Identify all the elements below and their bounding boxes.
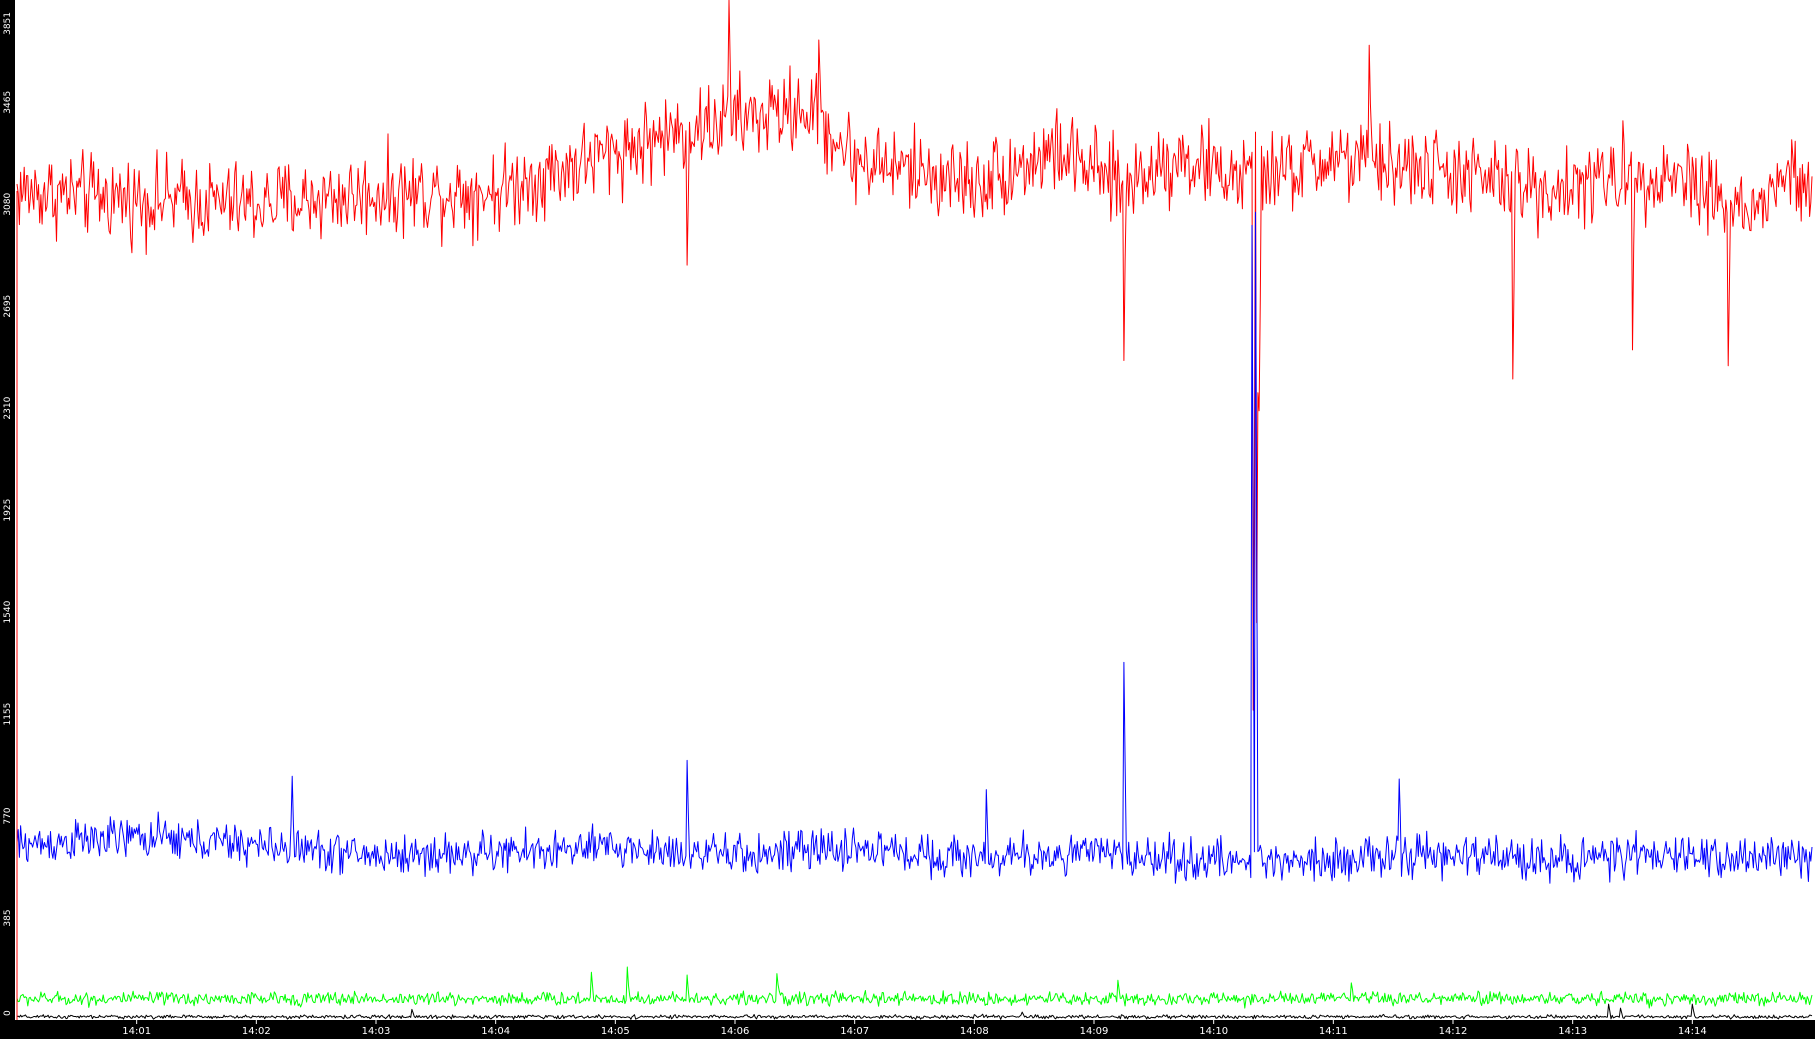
- y-tick-label: 0: [3, 1010, 13, 1016]
- series-line-3: [16, 1003, 1813, 1020]
- x-tick-label: 14:07: [840, 1026, 869, 1037]
- y-axis-band: [0, 0, 15, 1039]
- x-axis-band: [0, 1020, 1815, 1039]
- y-tick-label: 1925: [3, 499, 13, 522]
- y-tick-label: 3465: [3, 91, 13, 114]
- y-tick-label: 385: [3, 909, 13, 926]
- y-tick-label: 3851: [3, 12, 13, 35]
- x-tick-label: 14:06: [721, 1026, 750, 1037]
- series-line-1: [16, 211, 1813, 884]
- y-tick-label: 3080: [3, 192, 13, 215]
- y-tick-label: 1540: [3, 600, 13, 623]
- x-tick-label: 14:03: [362, 1026, 391, 1037]
- y-tick-label: 2310: [3, 396, 13, 419]
- series-line-2: [16, 966, 1813, 1009]
- x-tick-label: 14:09: [1080, 1026, 1109, 1037]
- y-tick-labels: 0 385 770 1155 1540 1925 2310 2695 3080 3465 3851: [3, 12, 13, 1016]
- x-tick-label: 14:13: [1558, 1026, 1587, 1037]
- x-tick-label: 14:08: [960, 1026, 989, 1037]
- series-line-0: [16, 0, 1813, 711]
- y-tick-label: 770: [3, 807, 13, 824]
- x-tick-label: 14:14: [1678, 1026, 1707, 1037]
- x-tick-label: 14:02: [242, 1026, 271, 1037]
- x-tick-label: 14:10: [1199, 1026, 1228, 1037]
- y-tick-label: 2695: [3, 295, 13, 318]
- x-tick-label: 14:12: [1439, 1026, 1468, 1037]
- x-tick-label: 14:11: [1319, 1026, 1348, 1037]
- x-tick-label: 14:01: [122, 1026, 151, 1037]
- x-tick-label: 14:04: [481, 1026, 510, 1037]
- x-tick-labels: 14:01 14:02 14:03 14:04 14:05 14:06 14:07 14:08…: [122, 1020, 1707, 1037]
- x-tick-label: 14:05: [601, 1026, 630, 1037]
- series-layer: [16, 0, 1813, 1020]
- y-tick-label: 1155: [3, 703, 13, 726]
